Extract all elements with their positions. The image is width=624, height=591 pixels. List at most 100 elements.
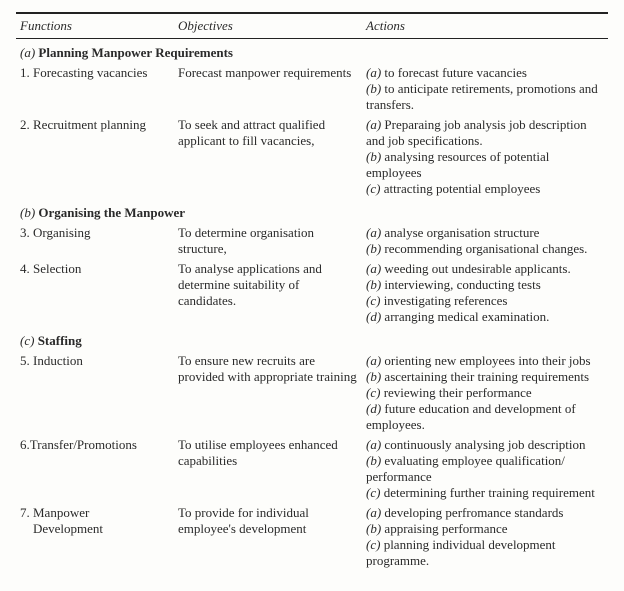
cell-function: 6.Transfer/Promotions — [16, 435, 174, 503]
action-marker: (b) — [366, 369, 384, 384]
action-marker: (b) — [366, 453, 384, 468]
table-row: 7. Manpower DevelopmentTo provide for in… — [16, 503, 608, 571]
action-marker: (b) — [366, 149, 384, 164]
action-item: (b) to anticipate retirements, promotion… — [366, 81, 604, 113]
action-text: to forecast future vacancies — [384, 65, 527, 80]
cell-actions: (a) orienting new employees into their j… — [362, 351, 608, 435]
action-text: weeding out undesirable applicants. — [384, 261, 570, 276]
action-item: (b) evaluating employee qualification/ p… — [366, 453, 604, 485]
action-marker: (b) — [366, 521, 384, 536]
action-item: (d) future education and development of … — [366, 401, 604, 433]
section-header: (a) Planning Manpower Requirements — [16, 39, 608, 64]
action-text: to anticipate retirements, promotions an… — [366, 81, 598, 112]
action-text: attracting potential employees — [384, 181, 541, 196]
action-text: developing perfromance standards — [384, 505, 563, 520]
header-functions: Functions — [16, 13, 174, 39]
action-marker: (a) — [366, 437, 384, 452]
table-row: 6.Transfer/PromotionsTo utilise employee… — [16, 435, 608, 503]
action-marker: (c) — [366, 181, 384, 196]
action-item: (a) developing perfromance standards — [366, 505, 604, 521]
cell-objective: To utilise employees enhanced capabiliti… — [174, 435, 362, 503]
action-text: ascertaining their training requirements — [384, 369, 589, 384]
cell-objective: To analyse applications and determine su… — [174, 259, 362, 327]
action-text: interviewing, conducting tests — [384, 277, 540, 292]
action-marker: (a) — [366, 261, 384, 276]
cell-function: 1. Forecasting vacancies — [16, 63, 174, 115]
action-item: (a) Preparaing job analysis job descript… — [366, 117, 604, 149]
action-marker: (c) — [366, 485, 384, 500]
cell-function: 2. Recruitment planning — [16, 115, 174, 199]
action-marker: (d) — [366, 309, 384, 324]
action-marker: (b) — [366, 81, 384, 96]
cell-objective: To ensure new recruits are provided with… — [174, 351, 362, 435]
action-text: recommending organisational changes. — [384, 241, 587, 256]
action-marker: (a) — [366, 225, 384, 240]
cell-actions: (a) weeding out undesirable applicants.(… — [362, 259, 608, 327]
action-item: (a) continuously analysing job descripti… — [366, 437, 604, 453]
action-item: (c) determining further training require… — [366, 485, 604, 501]
cell-actions: (a) to forecast future vacancies(b) to a… — [362, 63, 608, 115]
action-item: (b) appraising performance — [366, 521, 604, 537]
action-text: planning individual development programm… — [366, 537, 556, 568]
action-text: future education and development of empl… — [366, 401, 576, 432]
cell-function: 5. Induction — [16, 351, 174, 435]
cell-objective: Forecast manpower requirements — [174, 63, 362, 115]
section-header: (b) Organising the Manpower — [16, 199, 608, 223]
cell-function: 4. Selection — [16, 259, 174, 327]
table-row: 3. OrganisingTo determine organisation s… — [16, 223, 608, 259]
action-text: continuously analysing job description — [384, 437, 585, 452]
action-text: determining further training requirement — [384, 485, 595, 500]
action-text: evaluating employee qualification/ perfo… — [366, 453, 565, 484]
action-item: (b) ascertaining their training requirem… — [366, 369, 604, 385]
action-marker: (a) — [366, 353, 384, 368]
cell-objective: To provide for individual employee's dev… — [174, 503, 362, 571]
section-tag: (a) — [20, 45, 38, 60]
action-marker: (a) — [366, 65, 384, 80]
action-item: (c) investigating references — [366, 293, 604, 309]
action-marker: (c) — [366, 385, 384, 400]
cell-function: 3. Organising — [16, 223, 174, 259]
cell-actions: (a) developing perfromance standards(b) … — [362, 503, 608, 571]
action-text: analysing resources of potential employe… — [366, 149, 549, 180]
header-actions: Actions — [362, 13, 608, 39]
table-row: 1. Forecasting vacanciesForecast manpowe… — [16, 63, 608, 115]
section-tag: (c) — [20, 333, 38, 348]
cell-objective: To determine organisation structure, — [174, 223, 362, 259]
action-item: (c) reviewing their performance — [366, 385, 604, 401]
action-item: (b) analysing resources of potential emp… — [366, 149, 604, 181]
section-title: Organising the Manpower — [38, 205, 185, 220]
action-item: (a) to forecast future vacancies — [366, 65, 604, 81]
action-text: orienting new employees into their jobs — [384, 353, 590, 368]
section-header: (c) Staffing — [16, 327, 608, 351]
action-marker: (b) — [366, 241, 384, 256]
action-marker: (c) — [366, 537, 384, 552]
section-tag: (b) — [20, 205, 38, 220]
cell-function: 7. Manpower Development — [16, 503, 174, 571]
action-item: (a) analyse organisation structure — [366, 225, 604, 241]
action-marker: (a) — [366, 505, 384, 520]
action-item: (a) orienting new employees into their j… — [366, 353, 604, 369]
action-marker: (d) — [366, 401, 384, 416]
action-item: (c) attracting potential employees — [366, 181, 604, 197]
action-text: Preparaing job analysis job description … — [366, 117, 587, 148]
action-text: analyse organisation structure — [384, 225, 539, 240]
table-row: 4. SelectionTo analyse applications and … — [16, 259, 608, 327]
action-marker: (b) — [366, 277, 384, 292]
action-item: (a) weeding out undesirable applicants. — [366, 261, 604, 277]
cell-objective: To seek and attract qualified applicant … — [174, 115, 362, 199]
cell-actions: (a) analyse organisation structure(b) re… — [362, 223, 608, 259]
action-text: reviewing their performance — [384, 385, 532, 400]
cell-actions: (a) continuously analysing job descripti… — [362, 435, 608, 503]
action-marker: (a) — [366, 117, 384, 132]
action-text: arranging medical examination. — [384, 309, 549, 324]
table-row: 5. InductionTo ensure new recruits are p… — [16, 351, 608, 435]
table-header-row: Functions Objectives Actions — [16, 13, 608, 39]
action-text: investigating references — [384, 293, 508, 308]
action-marker: (c) — [366, 293, 384, 308]
section-title: Staffing — [38, 333, 82, 348]
section-title: Planning Manpower Requirements — [38, 45, 233, 60]
table-row: 2. Recruitment planningTo seek and attra… — [16, 115, 608, 199]
header-objectives: Objectives — [174, 13, 362, 39]
cell-actions: (a) Preparaing job analysis job descript… — [362, 115, 608, 199]
action-item: (d) arranging medical examination. — [366, 309, 604, 325]
